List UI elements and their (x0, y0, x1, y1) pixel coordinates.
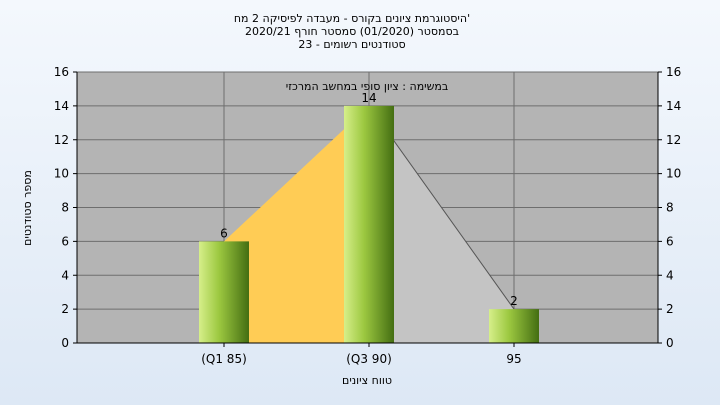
y-tick-label: 8 (666, 201, 674, 215)
y-tick-label: 4 (666, 268, 674, 282)
y-tick-label: 10 (54, 167, 69, 181)
data-labels: 6 14 2 (220, 91, 518, 308)
chart-title: היסטוגרמת ציונים בקורס - מעבדה לפיסיקה 2… (234, 12, 470, 51)
bars (199, 105, 539, 343)
y-tick-label: 16 (54, 65, 69, 79)
data-label: 6 (220, 226, 228, 240)
y-tick-label: 2 (61, 302, 69, 316)
x-tick-label: (Q1 85) (201, 352, 247, 366)
y-tick-label: 14 (54, 99, 69, 113)
iqr-area (224, 105, 369, 343)
x-tick-label: (Q3 90) (346, 352, 392, 366)
y-tick-label: 4 (61, 268, 69, 282)
distribution-areas (224, 105, 515, 343)
upper-area (369, 105, 514, 343)
x-axis-ticks: (Q1 85) (Q3 90) 95 (201, 343, 522, 366)
y-tick-label: 0 (666, 336, 674, 350)
y-axis-left-ticks: 0 2 4 6 8 10 12 14 16 (54, 65, 77, 350)
y-tick-label: 0 (61, 336, 69, 350)
y-tick-label: 6 (61, 234, 69, 248)
bar (489, 309, 539, 343)
y-tick-label: 2 (666, 302, 674, 316)
chart-title-line-3: סטודנטים רשומים - 23 (298, 38, 405, 51)
y-tick-label: 10 (666, 167, 681, 181)
data-label: 14 (361, 91, 376, 105)
y-axis-label: מספר סטודנטים (21, 170, 34, 246)
bar (344, 105, 394, 343)
x-tick-label: 95 (506, 352, 521, 366)
y-axis-right-ticks: 0 2 4 6 8 10 12 14 16 (658, 65, 681, 350)
y-tick-label: 16 (666, 65, 681, 79)
y-tick-label: 8 (61, 201, 69, 215)
chart-title-line-1: היסטוגרמת ציונים בקורס - מעבדה לפיסיקה 2… (234, 12, 470, 25)
y-tick-label: 14 (666, 99, 681, 113)
y-tick-label: 12 (666, 133, 681, 147)
chart-title-line-2: בסמסטר (01/2020) סמסטר חורף 2020/21 (245, 25, 459, 38)
chart-note: במשימה : ציון סופי במחשב המרכזי (286, 80, 449, 93)
data-label: 2 (510, 294, 518, 308)
y-tick-label: 6 (666, 234, 674, 248)
bar (199, 241, 249, 343)
y-tick-label: 12 (54, 133, 69, 147)
x-axis-label: טווח ציונים (342, 374, 392, 387)
